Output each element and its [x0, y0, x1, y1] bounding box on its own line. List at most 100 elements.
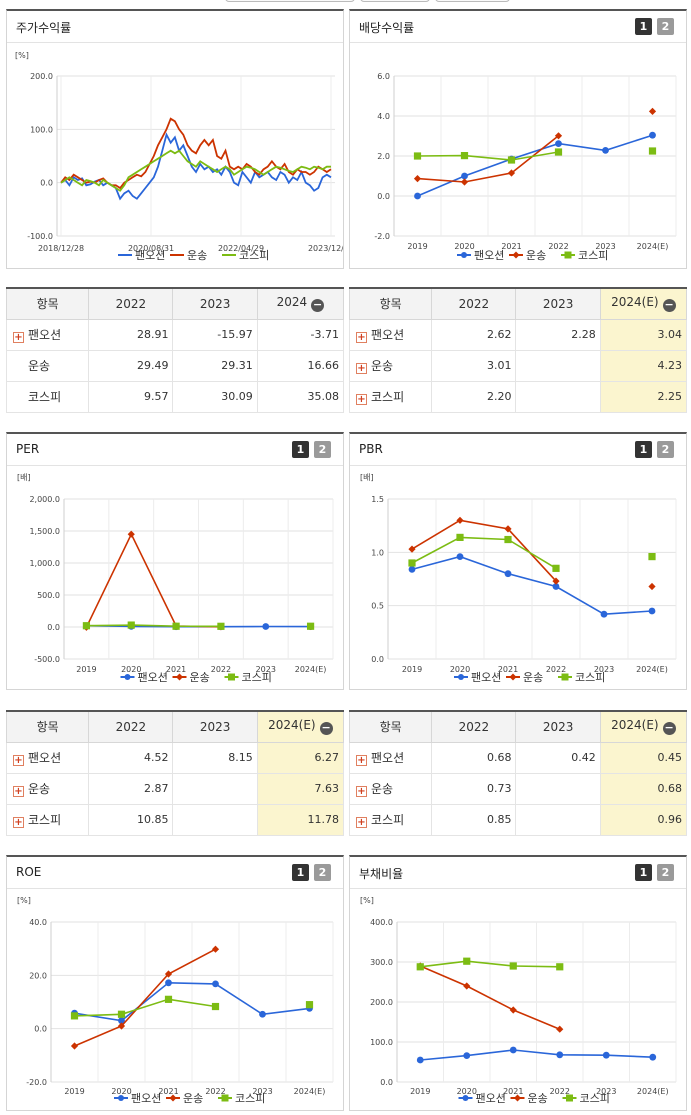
page-2-button[interactable]: 2	[657, 441, 674, 458]
chart-panel-price: 주가수익률 [%] 200.0 100.0 0.0 -100.0 2018/12/28 20…	[6, 9, 344, 269]
chart-title: ROE	[16, 865, 42, 879]
expand-plus-icon[interactable]: +	[13, 755, 24, 766]
page-2-button[interactable]: 2	[657, 18, 674, 35]
point-ks	[172, 622, 180, 630]
expand-plus-icon[interactable]: +	[356, 363, 367, 374]
row-label: 코스피	[371, 390, 405, 404]
legend-marker-ks	[564, 251, 572, 259]
table-row: + 팬오션 2.62 2.28 3.04	[348, 318, 688, 351]
chart-title: PER	[16, 442, 40, 456]
expand-plus-icon[interactable]: +	[356, 817, 367, 828]
x-tick-label: 2020/08/31	[128, 244, 174, 253]
expand-plus-icon[interactable]: +	[356, 394, 367, 405]
x-tick-label: 2023	[595, 242, 615, 251]
series-line-tr	[74, 948, 216, 1047]
table-header-cell: 항목	[348, 287, 433, 320]
expand-plus-icon[interactable]: +	[13, 817, 24, 828]
value-cell	[515, 803, 601, 836]
y-tick-label: 400.0	[370, 918, 393, 927]
y-tick-label: 1.0	[371, 548, 384, 557]
legend-label-tr: 운송	[190, 671, 210, 684]
row-name-cell: + 팬오션	[348, 741, 433, 774]
dividend-yield-chart: 6.0 4.0 2.0 0.0 -2.0 2019 2020 2021 2022 2023 2024…	[374, 72, 677, 262]
expand-plus-icon[interactable]: +	[13, 786, 24, 797]
collapse-minus-icon[interactable]: −	[662, 298, 676, 313]
collapse-minus-icon[interactable]: −	[662, 721, 676, 736]
point-tr	[554, 132, 563, 140]
point-pan	[262, 623, 270, 630]
series-line-pan	[60, 132, 332, 201]
series-line-tr	[419, 965, 561, 1030]
legend-label-pan: 팬오션	[138, 671, 168, 684]
expand-plus-icon[interactable]: +	[356, 755, 367, 766]
unit-label: [배]	[17, 473, 31, 482]
chart-legend: 팬오션 운송 코스피	[120, 671, 272, 684]
series-line-pan	[417, 134, 653, 197]
legend-marker-tr	[509, 673, 517, 681]
legend-label-ks: 코스피	[580, 1092, 610, 1105]
value-cell: 6.27	[256, 741, 345, 774]
page-2-button[interactable]: 2	[314, 864, 331, 881]
page-2-button[interactable]: 2	[314, 441, 331, 458]
point-pan	[456, 553, 464, 560]
series-line-ks	[86, 624, 221, 628]
value-cell: 4.23	[599, 349, 688, 382]
y-tick-label: 100.0	[370, 1038, 393, 1047]
collapse-minus-icon[interactable]: −	[311, 298, 325, 313]
y-tick-label: 0.0	[34, 1025, 47, 1034]
value-cell: -3.71	[256, 318, 345, 351]
top-control[interactable]	[435, 0, 510, 2]
value-cell: 0.73	[431, 772, 517, 805]
page-1-button[interactable]: 1	[635, 18, 652, 35]
point-ks	[554, 148, 563, 156]
row-name-cell: + 코스피	[348, 803, 433, 836]
top-control[interactable]	[360, 0, 430, 2]
value-cell: 2.25	[599, 380, 688, 413]
x-tick-label: 2018/12/28	[38, 244, 84, 253]
page-1-button[interactable]: 1	[292, 441, 309, 458]
point-tr	[509, 1006, 517, 1014]
legend-label-pan: 팬오션	[131, 1092, 161, 1105]
y-tick-label: 2,000.0	[29, 495, 60, 504]
table-header-cell: 2024(E) −	[599, 287, 688, 320]
top-control[interactable]	[225, 0, 355, 2]
point-pan	[408, 566, 416, 573]
page-1-button[interactable]: 1	[635, 441, 652, 458]
value-cell: 10.85	[88, 803, 174, 836]
collapse-minus-icon[interactable]: −	[319, 721, 333, 736]
row-label: 팬오션	[371, 328, 405, 342]
table-header-cell: 항목	[5, 710, 90, 743]
value-cell: 0.96	[599, 803, 688, 836]
chart-header: 주가수익률	[7, 11, 343, 43]
legend-label-ks: 코스피	[239, 249, 269, 262]
expand-plus-icon[interactable]: +	[13, 332, 24, 343]
point-pan	[552, 583, 560, 590]
expand-plus-icon[interactable]: +	[356, 786, 367, 797]
point-pan	[463, 1052, 471, 1059]
page-1-button[interactable]: 1	[635, 864, 652, 881]
value-cell: 29.49	[88, 349, 174, 382]
point-pan	[416, 1056, 424, 1064]
row-name-cell: 코스피	[5, 380, 90, 413]
value-cell: 35.08	[256, 380, 345, 413]
x-tick-label: 2019	[64, 1087, 84, 1096]
series-line-ks	[74, 998, 216, 1017]
legend-label-ks: 코스피	[242, 671, 272, 684]
value-cell: 0.68	[599, 772, 688, 805]
x-tick-label: 2023	[256, 665, 276, 674]
x-tick-label: 2021	[503, 1087, 523, 1096]
page-1-button[interactable]: 1	[292, 864, 309, 881]
legend-marker-tr	[512, 251, 520, 259]
point-ks	[117, 1010, 126, 1018]
page-2-button[interactable]: 2	[657, 864, 674, 881]
table-header-cell: 2023	[172, 287, 258, 320]
expand-plus-icon[interactable]: +	[356, 332, 367, 343]
pbr-chart: [배] 1.5 1.0 0.5 0.0 2019 2020 2021 2022 2023 2024(…	[360, 473, 677, 684]
point-pan	[649, 131, 656, 139]
legend-label-ks: 코스피	[235, 1092, 265, 1105]
y-tick-label: 1.5	[371, 495, 384, 504]
